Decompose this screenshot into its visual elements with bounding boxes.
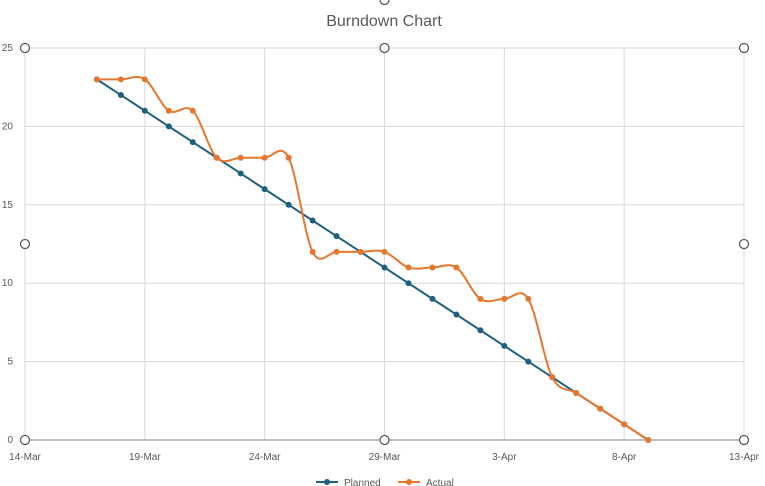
x-tick-label: 8-Apr xyxy=(612,452,637,463)
data-point-actual xyxy=(429,264,436,271)
x-tick-label: 13-Apr xyxy=(729,452,760,463)
data-point-actual xyxy=(597,405,604,412)
data-point-planned xyxy=(165,123,172,130)
data-point-planned xyxy=(189,139,196,146)
data-point-planned xyxy=(285,201,292,208)
chart-title: Burndown Chart xyxy=(326,13,442,30)
x-tick-label: 24-Mar xyxy=(249,452,281,463)
data-point-planned xyxy=(309,217,316,224)
x-tick-label: 14-Mar xyxy=(9,452,41,463)
data-point-actual xyxy=(357,248,364,255)
data-point-actual xyxy=(573,389,580,396)
legend-marker-actual xyxy=(406,479,412,485)
data-point-actual xyxy=(213,154,220,161)
data-point-actual xyxy=(621,421,628,428)
data-point-planned xyxy=(477,327,484,334)
x-tick-label: 19-Mar xyxy=(129,452,161,463)
data-point-planned xyxy=(381,264,388,271)
data-point-actual xyxy=(381,248,388,255)
plot-series xyxy=(93,76,652,443)
selection-handles[interactable] xyxy=(19,0,750,446)
data-point-planned xyxy=(333,233,340,240)
series-line-planned xyxy=(96,78,649,441)
data-point-actual xyxy=(501,295,508,302)
legend-label-actual: Actual xyxy=(426,478,454,486)
data-point-actual xyxy=(645,437,652,443)
resize-handle[interactable] xyxy=(19,434,31,446)
axes: 0 5 10 15 20 25 14-Mar 19-Mar 24-Mar 29-Mar 3-Apr 8… xyxy=(2,43,760,463)
legend: Planned Actual xyxy=(316,478,454,486)
data-point-actual xyxy=(405,264,412,271)
data-point-actual xyxy=(189,107,196,114)
data-point-planned xyxy=(453,311,460,318)
data-point-actual xyxy=(309,248,316,255)
data-point-planned xyxy=(237,170,244,177)
data-point-planned xyxy=(141,107,148,114)
resize-handle[interactable] xyxy=(19,238,31,250)
y-tick-label: 10 xyxy=(2,278,14,289)
resize-handle[interactable] xyxy=(738,238,750,250)
resize-handle[interactable] xyxy=(379,42,390,54)
data-point-planned xyxy=(261,186,268,193)
data-point-actual xyxy=(141,76,148,83)
data-point-actual xyxy=(237,154,244,161)
y-tick-label: 0 xyxy=(7,435,13,446)
data-point-actual xyxy=(525,295,532,302)
data-point-actual xyxy=(549,374,556,381)
resize-handle[interactable] xyxy=(738,42,750,54)
x-tick-label: 29-Mar xyxy=(369,452,401,463)
data-point-actual xyxy=(93,76,100,83)
resize-handle[interactable] xyxy=(738,434,750,446)
data-point-actual xyxy=(117,76,124,83)
data-point-actual xyxy=(261,154,268,161)
y-tick-label: 5 xyxy=(7,357,13,368)
resize-handle[interactable] xyxy=(379,0,390,6)
data-point-actual xyxy=(285,154,292,161)
data-point-planned xyxy=(501,342,508,349)
legend-label-planned: Planned xyxy=(344,478,381,486)
legend-marker-planned xyxy=(324,479,330,485)
data-point-planned xyxy=(405,280,412,287)
y-tick-label: 15 xyxy=(2,200,14,211)
data-point-planned xyxy=(525,358,532,365)
data-point-actual xyxy=(165,107,172,114)
data-point-planned xyxy=(429,295,436,302)
y-tick-label: 20 xyxy=(2,121,14,132)
y-tick-label: 25 xyxy=(2,43,14,54)
resize-handle[interactable] xyxy=(19,42,31,54)
resize-handle[interactable] xyxy=(379,434,390,446)
data-point-actual xyxy=(477,295,484,302)
data-point-actual xyxy=(453,264,460,271)
data-point-planned xyxy=(117,92,124,99)
x-tick-label: 3-Apr xyxy=(492,452,517,463)
gridlines xyxy=(24,47,745,441)
data-point-actual xyxy=(333,248,340,255)
